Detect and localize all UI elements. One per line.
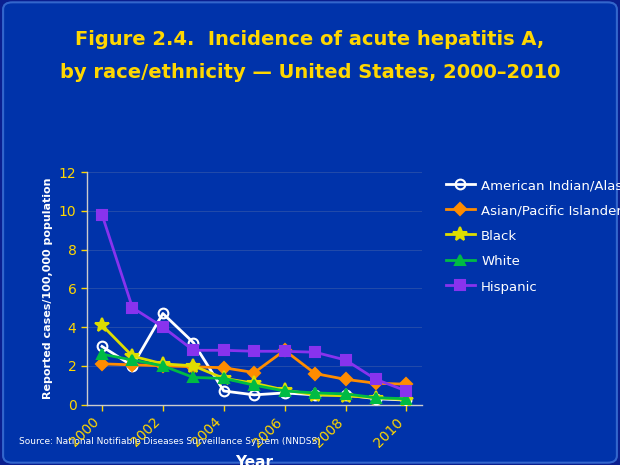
X-axis label: Year: Year — [235, 455, 273, 465]
Legend: American Indian/Alaskan Native, Asian/Pacific Islander, Black, White, Hispanic: American Indian/Alaskan Native, Asian/Pa… — [441, 174, 620, 298]
FancyBboxPatch shape — [3, 2, 617, 463]
Text: Figure 2.4.  Incidence of acute hepatitis A,: Figure 2.4. Incidence of acute hepatitis… — [76, 30, 544, 49]
Text: Source: National Notifiable Diseases Surveillance System (NNDSS): Source: National Notifiable Diseases Sur… — [19, 438, 321, 446]
Y-axis label: Reported cases/100,000 population: Reported cases/100,000 population — [43, 178, 53, 399]
Text: by race/ethnicity — United States, 2000–2010: by race/ethnicity — United States, 2000–… — [60, 63, 560, 82]
